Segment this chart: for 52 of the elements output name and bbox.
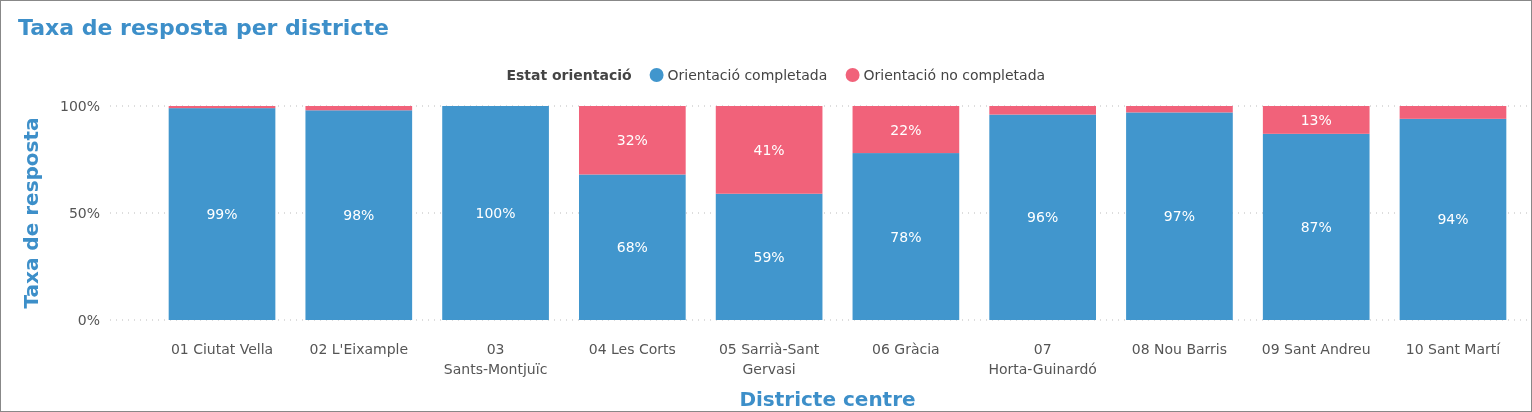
x-axis-title: Districte centre (739, 387, 916, 411)
data-label: 78% (890, 228, 922, 245)
bar (852, 153, 960, 320)
y-axis-title: Taxa de resposta (19, 117, 43, 309)
data-label: 41% (753, 141, 785, 158)
data-label: 98% (343, 207, 375, 224)
data-label: 59% (753, 248, 785, 265)
bar (579, 106, 686, 175)
data-label: 96% (1027, 209, 1059, 226)
bar (442, 106, 549, 320)
data-label: 99% (206, 206, 238, 223)
x-tick-label: 01 Ciutat Vella (170, 341, 274, 357)
bar (989, 106, 1096, 115)
x-tick-label: 02 L'Eixample (309, 341, 409, 357)
data-label: 87% (1300, 218, 1332, 235)
x-tick-label: 07 Horta-Guinardó (988, 341, 1097, 377)
data-label: 94% (1437, 211, 1469, 228)
x-tick-label: 10 Sant Martí (1405, 341, 1502, 357)
data-label: 100% (475, 205, 516, 221)
bar (168, 108, 276, 320)
bar (852, 106, 960, 154)
legend-label: Orientació no completada (863, 67, 1046, 83)
data-label: 22% (890, 121, 922, 138)
x-tick-label: 08 Nou Barris (1131, 341, 1228, 357)
data-label: 32% (616, 132, 648, 149)
bar (168, 106, 276, 109)
y-tick-label: 50% (68, 205, 100, 221)
legend-label: Orientació completada (667, 67, 828, 83)
x-tick-label: 04 Les Corts (588, 341, 676, 357)
x-tick-label: 03 Sants-Montjuïc (443, 341, 548, 377)
x-tick-label: 09 Sant Andreu (1261, 341, 1371, 357)
bar (715, 193, 823, 320)
bar (1399, 106, 1507, 119)
bar (1126, 112, 1233, 320)
bar (1126, 106, 1233, 113)
bar (1262, 106, 1370, 134)
x-tick-label: 06 Gràcia (872, 341, 940, 357)
y-tick-label: 0% (77, 312, 100, 328)
bar (579, 174, 686, 320)
bar (989, 114, 1096, 320)
data-label: 97% (1163, 208, 1195, 225)
x-tick-label: 05 Sarrià-Sant Gervasi (718, 341, 820, 377)
bar (1262, 133, 1370, 320)
bar (715, 106, 823, 194)
bar (1399, 118, 1507, 320)
chart-title: Taxa de resposta per districte (18, 15, 389, 40)
bar (305, 110, 413, 320)
data-label: 13% (1300, 111, 1332, 128)
data-label: 68% (616, 239, 648, 256)
y-tick-label: 100% (59, 98, 100, 114)
bar (305, 106, 413, 111)
legend-title: Estat orientació (506, 67, 633, 83)
